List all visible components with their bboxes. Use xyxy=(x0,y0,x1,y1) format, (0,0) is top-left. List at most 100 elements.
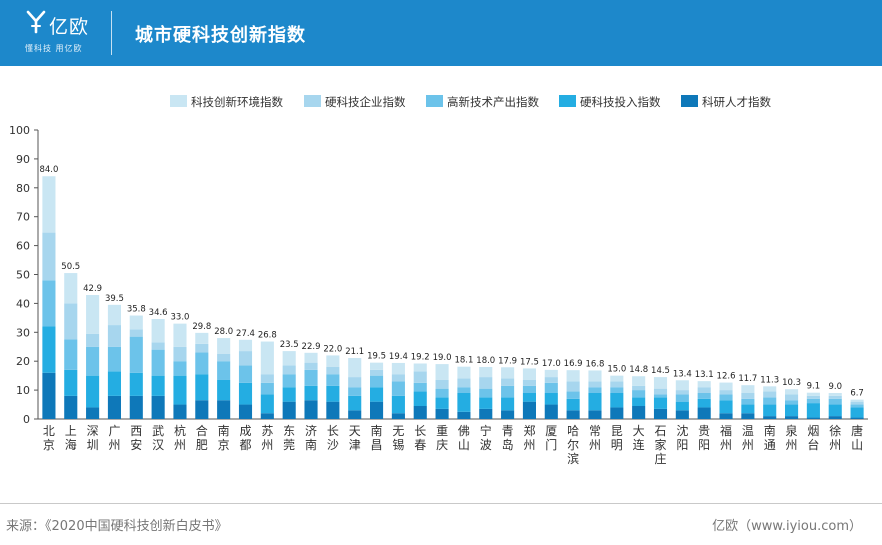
bar-segment xyxy=(653,388,668,395)
x-tick-label: 徐州 xyxy=(829,423,841,452)
bar-segment xyxy=(238,404,253,419)
data-label: 17.5 xyxy=(520,357,539,367)
bar-segment xyxy=(850,404,864,408)
bar-segment xyxy=(435,364,449,380)
bar-segment xyxy=(195,332,209,344)
bar-segment xyxy=(64,303,78,340)
x-tick-label: 宁波 xyxy=(480,423,492,452)
bar-segment xyxy=(173,375,187,405)
bar-segment xyxy=(391,381,405,396)
bar-segment xyxy=(785,389,799,395)
bar-segment xyxy=(719,382,733,391)
x-tick-label: 长沙 xyxy=(327,424,339,452)
data-label: 13.1 xyxy=(695,370,714,380)
x-tick-label: 郑州 xyxy=(523,423,535,452)
bar-segment xyxy=(348,358,362,378)
stacked-bar-chart: 0 10 20 30 40 50 60 70 80 90 100 84.0 北京 50.5 上海 42.9 深圳… xyxy=(9,95,868,466)
bar-segment xyxy=(653,397,668,409)
bar-segment xyxy=(806,392,820,396)
legend-swatch xyxy=(304,95,321,107)
logo-tagline: 懂科技 用亿欧 xyxy=(25,44,83,53)
bar-segment xyxy=(763,404,777,417)
bar-segment xyxy=(828,416,842,419)
y-tick-label: 100 xyxy=(9,124,30,137)
data-label: 19.4 xyxy=(389,352,408,362)
bar-segment xyxy=(326,366,340,375)
bar-segment xyxy=(806,395,820,399)
bar-segment xyxy=(107,346,121,372)
bar-segment xyxy=(86,346,100,376)
bar-segment xyxy=(719,390,733,395)
logo-text: 亿欧 xyxy=(49,16,90,38)
x-tick-label: 北京 xyxy=(43,424,55,452)
data-label: 19.5 xyxy=(367,352,386,362)
x-tick-label: 厦门 xyxy=(545,424,557,452)
data-label: 18.0 xyxy=(476,356,495,366)
y-tick-label: 40 xyxy=(16,297,30,310)
bar-segment xyxy=(238,339,253,352)
y-tick-label: 10 xyxy=(16,384,30,397)
bar-segment xyxy=(697,398,711,408)
x-tick-label: 长春 xyxy=(414,424,426,452)
bar-segment xyxy=(501,385,515,398)
bar-segment xyxy=(370,362,384,370)
bar-segment xyxy=(435,408,449,419)
bar-segment xyxy=(326,355,340,367)
bar-segment xyxy=(675,401,689,411)
bar-segment xyxy=(151,342,165,350)
bar-segment xyxy=(457,387,471,393)
data-label: 34.6 xyxy=(149,308,168,318)
x-tick-label: 苏州 xyxy=(261,424,273,452)
x-tick-label: 泉州 xyxy=(786,424,798,452)
data-label: 17.0 xyxy=(542,359,561,369)
data-label: 33.0 xyxy=(171,313,190,323)
data-label: 16.9 xyxy=(564,359,583,369)
x-tick-label: 东莞 xyxy=(283,424,295,452)
bar-segment xyxy=(785,400,799,405)
bar-segment xyxy=(304,362,318,370)
data-label: 6.7 xyxy=(850,389,864,399)
bar-segment xyxy=(522,379,536,386)
bar-segment xyxy=(370,375,384,388)
bar-segment xyxy=(632,405,646,419)
bar-segment xyxy=(850,401,864,405)
legend-label: 硬科技企业指数 xyxy=(325,95,406,109)
bar-segment xyxy=(217,361,231,380)
bar-segment xyxy=(282,401,296,419)
bar-segment xyxy=(457,411,471,419)
bar-segment xyxy=(457,392,471,412)
bar-segment xyxy=(391,395,405,414)
bar-segment xyxy=(479,377,493,389)
data-label: 14.8 xyxy=(629,365,648,375)
bar-segment xyxy=(588,387,602,393)
bar-segment xyxy=(566,410,580,419)
bar-segment xyxy=(238,351,253,366)
bar-segment xyxy=(697,387,711,393)
bar-segment xyxy=(610,392,624,408)
x-tick-label: 成都 xyxy=(239,424,251,452)
legend-label: 科技创新环境指数 xyxy=(191,95,283,109)
bar-segment xyxy=(741,413,755,419)
bar-segment xyxy=(304,352,318,363)
bar-segment xyxy=(282,387,296,402)
y-tick-label: 70 xyxy=(16,211,30,224)
bar-segment xyxy=(42,232,56,281)
bar-segment xyxy=(217,353,231,362)
bar-segment xyxy=(435,397,449,409)
y-tick-label: 30 xyxy=(16,326,30,339)
bar-segment xyxy=(173,323,187,347)
legend-label: 硬科技投入指数 xyxy=(580,95,661,109)
bar-segment xyxy=(697,407,711,419)
x-tick-label: 济南 xyxy=(305,423,317,452)
bar-segment xyxy=(86,407,100,419)
bar-segment xyxy=(435,379,449,389)
bar-segment xyxy=(522,401,536,419)
bar-segment xyxy=(129,395,143,419)
bar-segment xyxy=(501,378,515,386)
data-label: 84.0 xyxy=(39,165,58,175)
bar-segment xyxy=(129,336,143,373)
x-tick-label: 福州 xyxy=(720,423,732,452)
x-tick-label: 石家庄 xyxy=(654,424,666,466)
bar-segment xyxy=(719,400,733,414)
bar-segment xyxy=(107,371,121,396)
